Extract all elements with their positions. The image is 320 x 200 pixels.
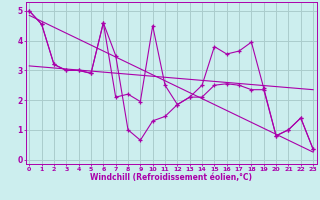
X-axis label: Windchill (Refroidissement éolien,°C): Windchill (Refroidissement éolien,°C): [90, 173, 252, 182]
